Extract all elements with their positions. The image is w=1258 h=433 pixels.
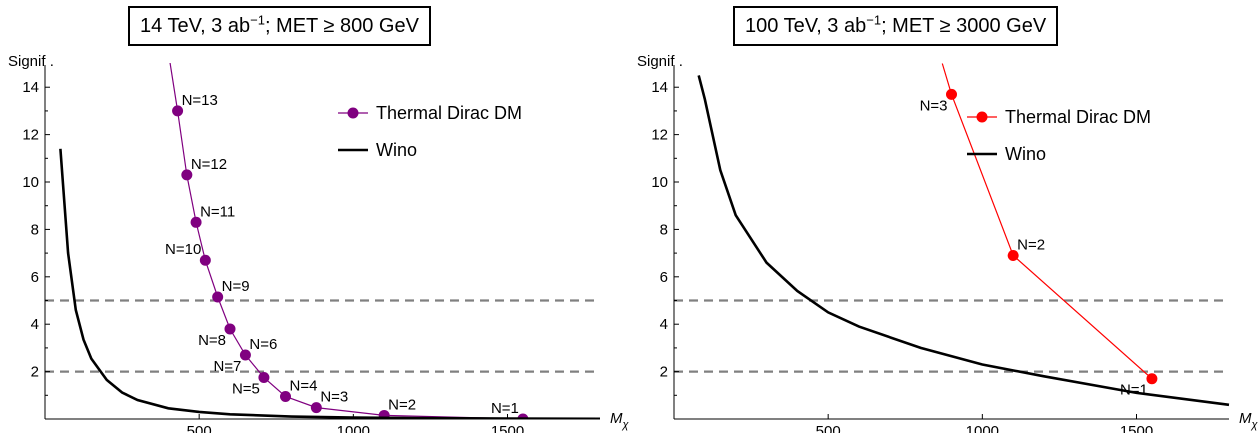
point-label: N=2 (1017, 236, 1045, 253)
data-point (212, 291, 224, 303)
y-tick-label: 4 (660, 316, 668, 333)
y-tick-label: 14 (22, 79, 39, 96)
title-text-suffix: ; MET ≥ 800 GeV (264, 15, 419, 37)
data-point (181, 169, 193, 181)
y-tick-label: 14 (651, 79, 668, 96)
point-label: N=3 (920, 97, 948, 114)
y-tick-label: 8 (660, 221, 668, 238)
x-axis-title: Mχ (610, 410, 630, 431)
data-point (224, 323, 236, 335)
point-label: N=2 (388, 396, 416, 413)
y-tick-label: 6 (660, 269, 668, 286)
point-label: N=1 (491, 400, 519, 417)
title-text: 14 TeV, 3 ab (140, 15, 251, 37)
legend-label-wino: Wino (1005, 144, 1046, 164)
series-group (697, 63, 1230, 407)
legend-label-dm: Thermal Dirac DM (1005, 107, 1151, 127)
data-point (310, 402, 322, 414)
chart-svg: 2 4 6 8 10 12 14 500 1000 1500 Signif . Mχ N=13 N=12 N… (8, 53, 630, 433)
x-tick-label: 1000 (337, 423, 370, 433)
legend-label-wino: Wino (376, 140, 417, 160)
title-superscript: −1 (866, 12, 882, 28)
series-line (697, 75, 1230, 407)
point-label: N=5 (232, 381, 260, 398)
data-point (1146, 373, 1158, 385)
series-line (941, 63, 1153, 380)
y-tick-label: 10 (651, 174, 668, 191)
y-tick-label: 10 (22, 174, 39, 191)
chart-title: 14 TeV, 3 ab−1; MET ≥ 800 GeV (128, 6, 431, 46)
point-label: N=8 (198, 332, 226, 349)
legend-marker-dm (976, 111, 988, 123)
point-label: N=9 (222, 278, 250, 295)
y-tick-label: 4 (31, 316, 39, 333)
legend: Thermal Dirac DM Wino (338, 103, 522, 160)
x-axis-title-subscript: χ (622, 419, 630, 431)
x-axis-title-subscript: χ (1251, 419, 1258, 431)
point-label: N=6 (249, 336, 277, 353)
title-text-suffix: ; MET ≥ 3000 GeV (881, 15, 1047, 37)
data-point (190, 216, 202, 228)
point-label: N=1 (1120, 382, 1148, 399)
x-tick-label: 500 (816, 423, 841, 433)
chart-panel-100tev: 100 TeV, 3 ab−1; MET ≥ 3000 GeV 2 4 6 8 10 12… (629, 0, 1258, 433)
title-text: 100 TeV, 3 ab (745, 15, 867, 37)
series-line (59, 148, 601, 419)
point-label: N=3 (320, 389, 348, 406)
series-group (59, 63, 601, 419)
y-tick-label: 8 (31, 221, 39, 238)
x-tick-label: 1500 (491, 423, 524, 433)
y-tick-label: 6 (31, 269, 39, 286)
point-label: N=13 (182, 92, 218, 109)
data-point (172, 105, 184, 117)
y-axis-title: Signif . (8, 53, 54, 70)
point-label: N=10 (165, 241, 201, 258)
x-tick-label: 1500 (1120, 423, 1153, 433)
legend-label-dm: Thermal Dirac DM (376, 103, 522, 123)
point-label: N=4 (290, 377, 318, 394)
x-axis-title: Mχ (1239, 410, 1258, 431)
y-tick-label: 2 (31, 364, 39, 381)
data-point (258, 372, 270, 384)
legend-marker-dm (347, 107, 359, 119)
data-point (199, 254, 211, 266)
chart-title: 100 TeV, 3 ab−1; MET ≥ 3000 GeV (733, 6, 1059, 46)
chart-svg: 2 4 6 8 10 12 14 500 1000 1500 Signif . Mχ N=3 N=2 N=1… (637, 53, 1258, 433)
x-tick-label: 1000 (966, 423, 999, 433)
y-tick-label: 12 (22, 127, 39, 144)
data-point (239, 349, 251, 361)
point-label: N=12 (191, 156, 227, 173)
x-axis-title-main: M (610, 410, 623, 427)
x-axis-title-main: M (1239, 410, 1252, 427)
y-tick-label: 12 (651, 127, 668, 144)
title-superscript: −1 (250, 12, 265, 28)
data-point (946, 88, 957, 100)
chart-panel-14tev: 14 TeV, 3 ab−1; MET ≥ 800 GeV 2 4 6 8 10 12 14… (8, 6, 630, 433)
point-label: N=7 (213, 358, 241, 375)
y-axis-title: Signif . (637, 53, 683, 70)
y-tick-label: 2 (660, 364, 668, 381)
data-point (280, 390, 291, 402)
x-tick-label: 500 (187, 423, 212, 433)
point-label: N=11 (200, 203, 235, 220)
data-point (1007, 249, 1019, 261)
legend: Thermal Dirac DM Wino (967, 107, 1151, 164)
